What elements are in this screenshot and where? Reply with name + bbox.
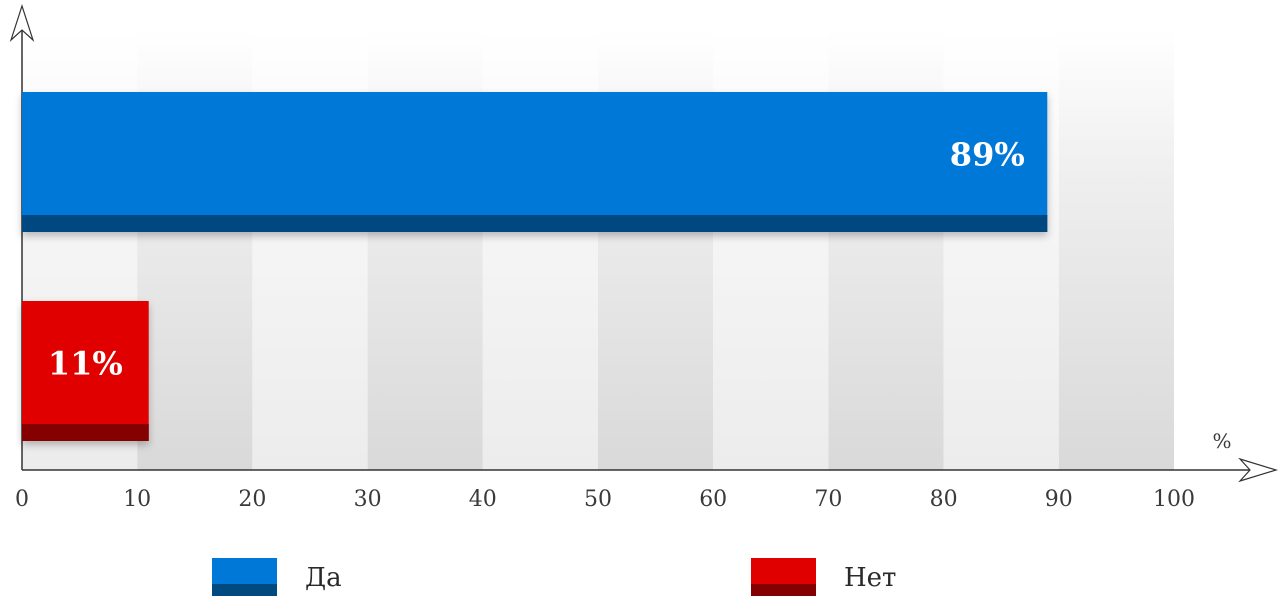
y-axis-arrow [9,4,35,42]
bar-fill [22,301,149,441]
x-tick-label: 30 [354,487,382,512]
legend-item-net: Нет [751,558,896,596]
legend-label: Нет [844,563,896,593]
x-tick-label: 80 [930,487,958,512]
x-tick-label: 100 [1153,487,1195,512]
bar-base-shade [22,215,1048,232]
x-tick-labels: 0 10 20 30 40 50 60 70 80 90 100 [15,487,1195,512]
bar-value-label: 11% [48,345,123,383]
x-tick-label: 20 [238,487,266,512]
bar-fill [22,92,1048,232]
x-axis-arrow [1238,457,1279,483]
bar-net [22,301,149,441]
x-tick-label: 90 [1045,487,1073,512]
bar-base-shade [22,424,149,441]
x-tick-label: 0 [15,487,29,512]
legend-label: Да [305,563,342,593]
grid-band [1058,30,1174,470]
legend-item-da: Да [212,558,342,596]
legend-swatch-shade [751,584,816,596]
legend-swatch-shade [212,584,277,596]
x-tick-label: 70 [814,487,842,512]
legend-swatch [751,558,816,584]
legend-swatch [212,558,277,584]
bars: 89% 11% [22,92,1048,441]
bar-da [22,92,1048,232]
x-tick-label: 60 [699,487,727,512]
x-axis-unit-label: % [1212,429,1231,453]
legend: Да Нет [212,558,896,596]
x-tick-label: 10 [123,487,151,512]
x-tick-label: 50 [584,487,612,512]
x-tick-label: 40 [469,487,497,512]
bar-value-label: 89% [950,136,1025,174]
